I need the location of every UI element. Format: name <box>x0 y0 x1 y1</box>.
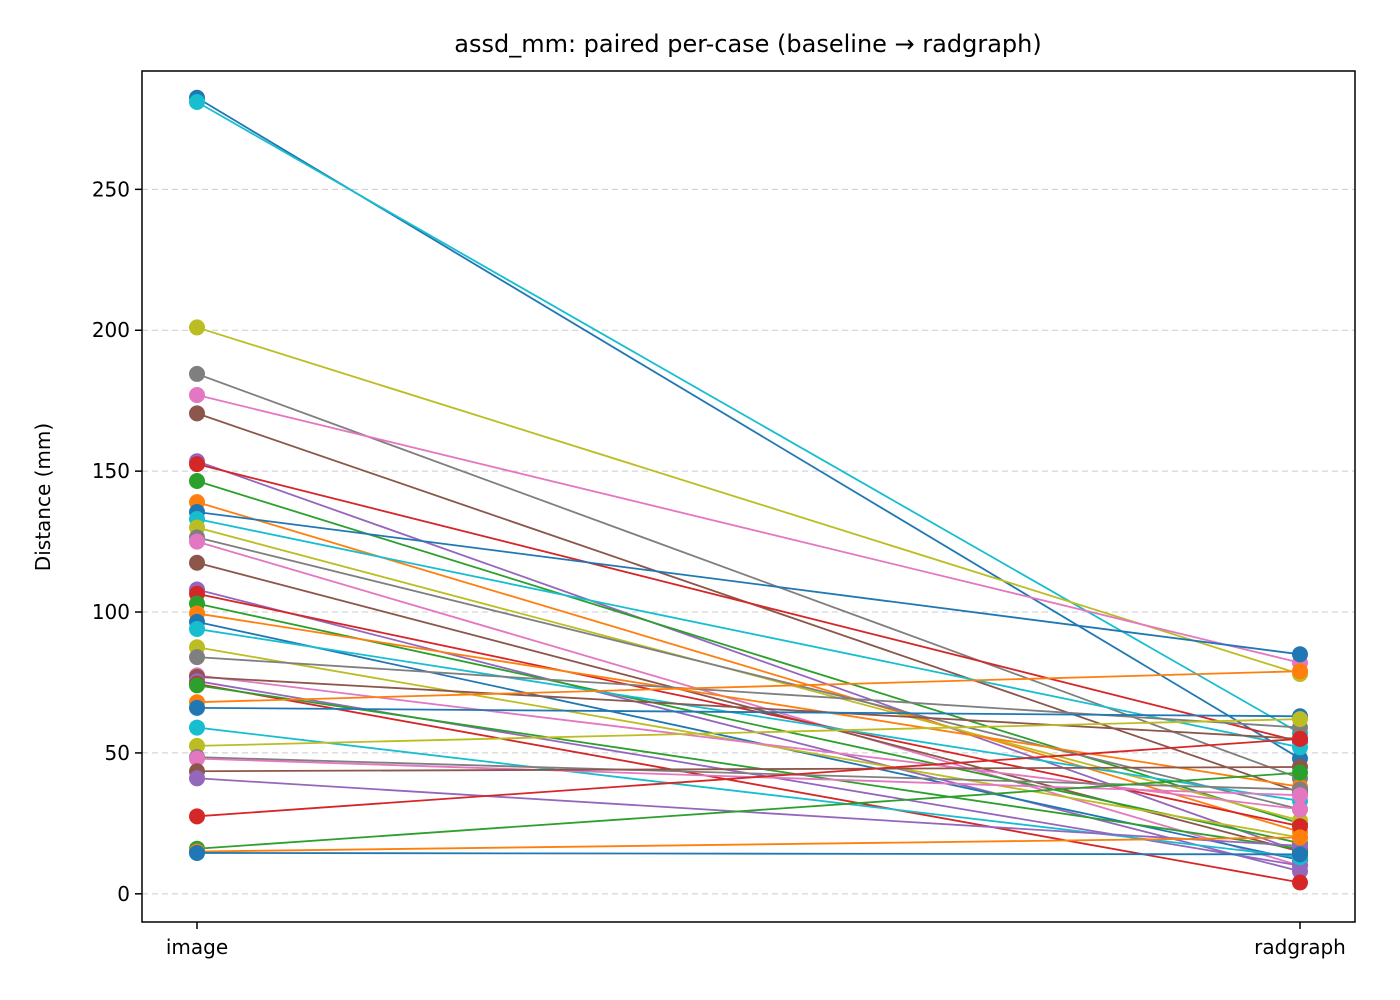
data-point <box>189 405 205 422</box>
data-point <box>189 808 205 825</box>
data-point <box>189 770 205 787</box>
data-point <box>1292 787 1308 804</box>
data-point <box>189 554 205 571</box>
series-line <box>196 463 1301 743</box>
data-point <box>189 677 205 694</box>
data-point <box>1292 730 1308 747</box>
data-point <box>189 737 205 754</box>
series-line <box>196 852 1301 856</box>
series-line <box>196 777 1301 847</box>
series-line <box>196 718 1301 747</box>
x-axis-ticks: image radgraph <box>166 922 1346 959</box>
series-line <box>196 683 1301 884</box>
data-point <box>1292 646 1308 663</box>
x-tick-label: radgraph <box>1254 935 1346 959</box>
chart-title: assd_mm: paired per-case (baseline → rad… <box>454 30 1041 58</box>
series-line <box>196 670 1301 704</box>
data-point <box>189 719 205 736</box>
series-line <box>196 737 1301 818</box>
data-point <box>1292 711 1308 728</box>
data-point <box>1292 764 1308 781</box>
data-point <box>1292 663 1308 680</box>
series-line <box>196 756 1301 791</box>
data-point <box>189 620 205 637</box>
data-point <box>1292 801 1308 818</box>
data-point <box>189 387 205 404</box>
series-line <box>196 628 1301 802</box>
gridlines <box>142 188 1355 895</box>
series-line <box>196 706 1301 718</box>
series-line <box>196 536 1301 811</box>
data-point <box>189 319 205 336</box>
y-tick-label: 50 <box>105 741 130 765</box>
y-tick-label: 0 <box>117 882 130 906</box>
series-line <box>196 326 1301 675</box>
data-point <box>189 533 205 550</box>
y-tick-label: 100 <box>92 600 130 624</box>
y-tick-label: 150 <box>92 459 130 483</box>
series-line <box>196 518 1301 749</box>
y-tick-label: 200 <box>92 318 130 342</box>
series-lines <box>196 96 1301 884</box>
series-line <box>196 675 1301 740</box>
y-axis-ticks: 0 50 100 150 200 250 <box>92 177 142 906</box>
series-line <box>196 511 1301 656</box>
series-line <box>196 656 1301 729</box>
series-line <box>196 101 1301 734</box>
data-point <box>189 649 205 666</box>
series-line <box>196 602 1301 844</box>
series-points <box>189 89 1308 891</box>
series-line <box>196 621 1301 861</box>
y-tick-label: 250 <box>92 177 130 201</box>
series-line <box>196 373 1301 780</box>
plot-frame <box>141 70 1356 923</box>
data-point <box>1292 829 1308 846</box>
series-line <box>196 540 1301 867</box>
data-point <box>189 473 205 490</box>
data-point <box>1292 818 1308 835</box>
series-line <box>196 771 1301 850</box>
series-line <box>196 766 1301 773</box>
x-tick-label: image <box>166 935 228 959</box>
data-point <box>189 93 205 110</box>
data-point <box>189 750 205 767</box>
series-line <box>196 836 1301 853</box>
data-point <box>189 844 205 861</box>
series-line <box>196 612 1301 788</box>
y-axis-label: Distance (mm) <box>31 423 55 571</box>
data-point <box>189 699 205 716</box>
series-line <box>196 394 1301 664</box>
series-line <box>196 588 1301 873</box>
data-point <box>189 365 205 382</box>
series-line <box>196 726 1301 859</box>
series-line <box>196 480 1301 825</box>
series-line <box>196 684 1301 850</box>
data-point <box>1292 846 1308 863</box>
data-point <box>189 456 205 473</box>
data-point <box>1292 874 1308 891</box>
